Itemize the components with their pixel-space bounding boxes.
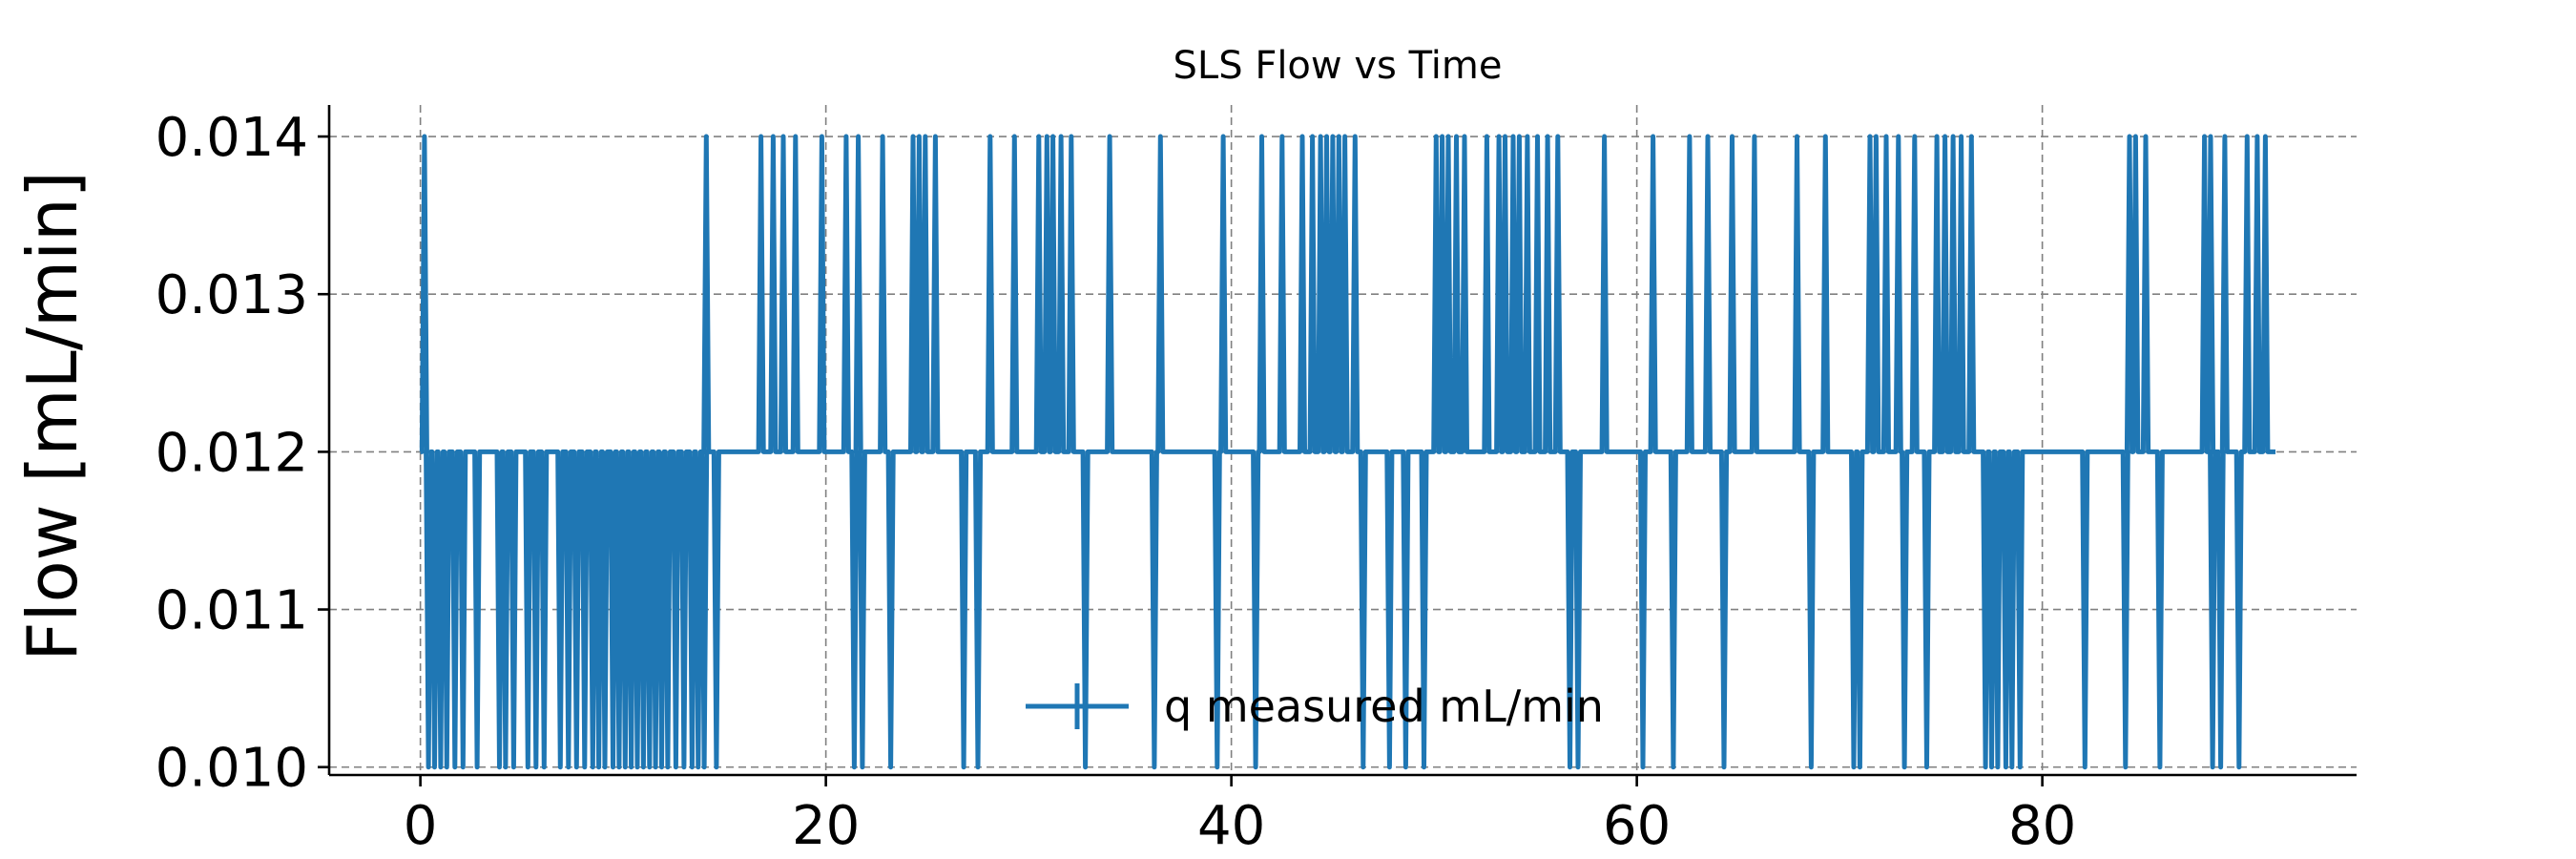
x-tick-label: 80 <box>2008 795 2076 857</box>
x-tick-label: 0 <box>404 795 438 857</box>
legend: q measured mL/min <box>1026 681 1604 732</box>
y-tick-label: 0.013 <box>156 264 308 326</box>
y-axis-label: Flow [mL/min] <box>12 171 93 661</box>
legend-label: q measured mL/min <box>1164 681 1604 732</box>
tick-layer: 0.010 0.011 0.012 0.013 0.014 0 20 40 60 80 <box>156 107 2077 857</box>
y-tick-label: 0.010 <box>156 738 308 800</box>
y-tick-label: 0.014 <box>156 107 308 169</box>
x-tick-label: 20 <box>792 795 860 857</box>
series-line-q-measured <box>419 134 2275 770</box>
x-tick-label: 40 <box>1197 795 1265 857</box>
axes <box>327 105 2357 777</box>
chart-title: SLS Flow vs Time <box>1174 44 1503 88</box>
x-tick-label: 60 <box>1603 795 1671 857</box>
y-tick-label: 0.012 <box>156 422 308 484</box>
series-layer <box>419 134 2275 770</box>
y-tick-label: 0.011 <box>156 580 308 642</box>
